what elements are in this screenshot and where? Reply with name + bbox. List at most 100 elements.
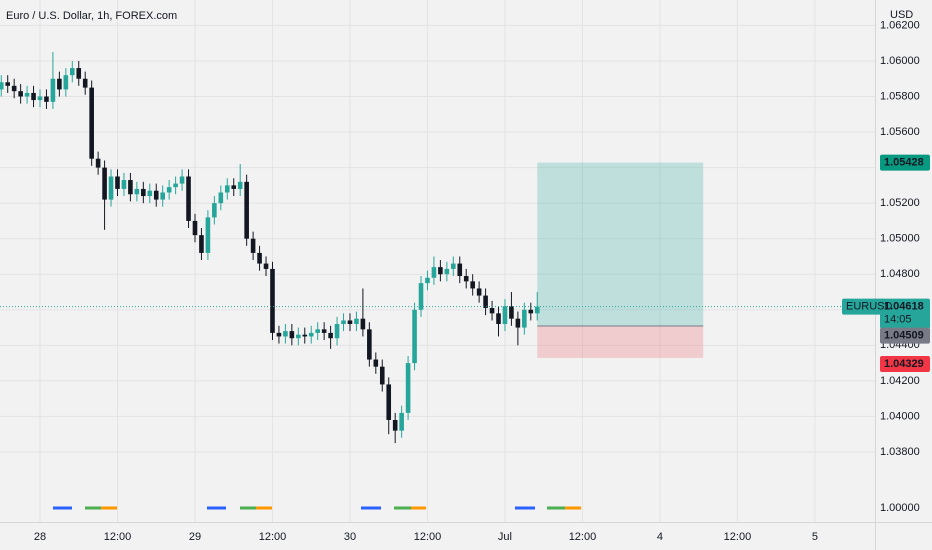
candle-body	[31, 92, 36, 101]
candle-body	[263, 263, 269, 269]
y-tick-label: 1.03800	[880, 446, 920, 458]
y-tick-label: 1.04800	[880, 268, 920, 280]
candle-body	[302, 334, 308, 337]
x-tick-label: 12:00	[724, 531, 752, 543]
candle-body	[37, 96, 43, 101]
chart-title: Euro / U.S. Dollar, 1h, FOREX.com	[6, 10, 177, 22]
candle-body	[509, 306, 514, 319]
candle-body	[270, 268, 275, 333]
candle-body	[276, 332, 282, 337]
candle-body	[186, 176, 191, 221]
candle-body	[386, 384, 392, 420]
candle-body	[528, 309, 534, 314]
candle-body	[82, 78, 88, 88]
candle-body	[418, 283, 424, 310]
y-tick-label: 1.05200	[880, 197, 920, 209]
candle-body	[237, 181, 243, 189]
candle-body	[141, 188, 146, 197]
candle-body	[57, 78, 62, 90]
candle-body	[341, 320, 346, 325]
target-price-tag: 1.05428	[884, 157, 924, 169]
candle-body	[399, 412, 404, 431]
candle-body	[476, 288, 482, 296]
candle-body	[24, 92, 30, 97]
candle-body	[212, 203, 217, 218]
symbol-tag-bg	[842, 298, 884, 315]
stop-price-tag: 1.04329	[884, 358, 924, 370]
y-tick-label: 1.06200	[880, 19, 920, 31]
candle-body	[244, 181, 249, 239]
candle-body	[425, 277, 430, 284]
candle-body	[153, 190, 159, 200]
candle-body	[50, 78, 56, 102]
x-tick-label: 29	[189, 531, 201, 543]
candle-body	[76, 68, 82, 79]
candle-body	[379, 366, 385, 385]
plot	[0, 52, 875, 510]
y-tick-label: 1.06000	[880, 55, 920, 67]
y-tick-label: 1.04000	[880, 410, 920, 422]
axis: 1.038001.040001.042001.044001.046001.048…	[34, 19, 930, 543]
candle-body	[18, 91, 23, 97]
candle-body	[166, 187, 172, 193]
entry-price-tag: 1.04509	[884, 329, 924, 341]
candle-body	[147, 190, 153, 197]
candle-body	[224, 185, 230, 193]
indicator-label: 1.00000	[880, 502, 920, 514]
x-tick-label: 4	[657, 531, 663, 543]
candle-body	[0, 82, 4, 90]
candle-body	[392, 419, 398, 431]
candle-body	[115, 176, 120, 189]
target-zone	[537, 162, 704, 326]
x-tick-label: Jul	[498, 531, 512, 543]
candle-body	[102, 167, 107, 200]
candle-body	[457, 263, 463, 277]
candle-body	[463, 276, 469, 282]
x-tick-label: 30	[344, 531, 356, 543]
candle-body	[5, 82, 11, 86]
x-tick-label: 5	[812, 531, 818, 543]
y-tick-label: 1.05000	[880, 233, 920, 245]
candle-body	[502, 306, 508, 325]
candle-body	[63, 75, 69, 90]
candle-body	[69, 68, 75, 76]
currency-label: USD	[890, 9, 913, 21]
candle-body	[321, 329, 327, 333]
candle-body	[250, 238, 256, 253]
candle-body	[412, 309, 417, 364]
candle-body	[89, 87, 94, 159]
candle-body	[367, 329, 372, 360]
candle-body	[373, 359, 379, 367]
candle-body	[199, 235, 204, 253]
candle-body	[522, 309, 527, 328]
candle-body	[173, 183, 178, 188]
candle-body	[515, 318, 521, 328]
candle-body	[257, 252, 262, 264]
candle-body	[308, 332, 314, 337]
candle-body	[95, 158, 101, 168]
candle-body	[179, 176, 185, 184]
candle-body	[44, 96, 49, 102]
candle-body	[315, 329, 320, 333]
candle-body	[283, 331, 288, 337]
candle-body	[354, 318, 359, 325]
y-tick-label: 1.05600	[880, 126, 920, 138]
stop-zone	[537, 325, 704, 358]
candle-body	[205, 217, 211, 253]
candle-body	[160, 192, 165, 200]
candle-body	[296, 334, 301, 339]
y-tick-label: 1.04200	[880, 375, 920, 387]
x-tick-label: 28	[34, 531, 46, 543]
candle-body	[218, 192, 224, 204]
candle-body	[121, 180, 127, 189]
candle-body	[496, 313, 501, 325]
x-tick-label: 12:00	[414, 531, 442, 543]
x-tick-label: 12:00	[259, 531, 287, 543]
candle-body	[11, 85, 17, 92]
entry-price-tag-bg	[880, 327, 930, 344]
y-tick-label: 1.05800	[880, 90, 920, 102]
candle-body	[360, 318, 366, 330]
candle-body	[192, 220, 198, 236]
